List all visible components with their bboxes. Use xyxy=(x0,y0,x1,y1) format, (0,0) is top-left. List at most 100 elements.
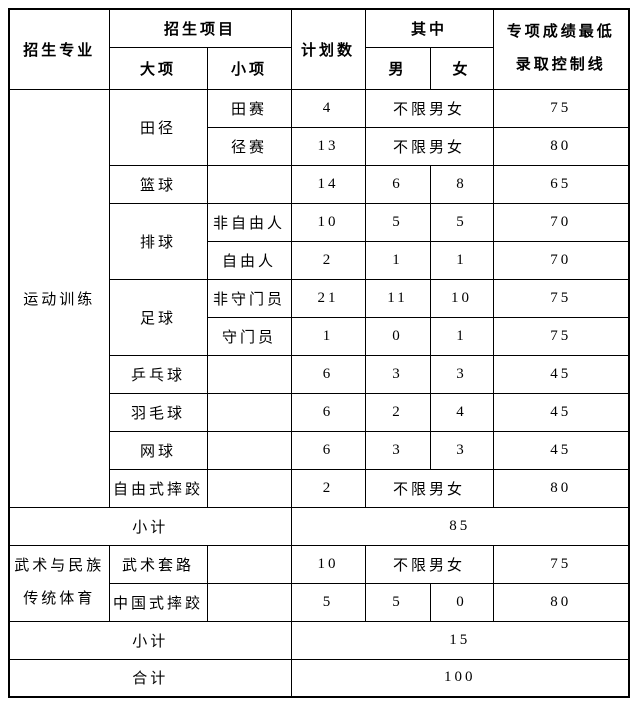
table-row: 乒乓球 6 3 3 45 xyxy=(9,354,630,394)
cell-control-line: 45 xyxy=(492,354,630,394)
cell-plan: 2 xyxy=(290,468,366,508)
cell-control-line: 45 xyxy=(492,430,630,470)
cell-control-line: 70 xyxy=(492,240,630,280)
cell-major-wushu: 武术与民族 传统体育 xyxy=(8,544,110,622)
enrollment-plan-table: 招生专业 招生项目 计划数 其中 专项成绩最低 录取控制线 大项 小项 男 女 … xyxy=(8,8,631,698)
cell-control-line: 75 xyxy=(492,544,630,584)
cell-big-item: 自由式摔跤 xyxy=(108,468,208,508)
cell-female: 1 xyxy=(429,316,494,356)
cell-male: 3 xyxy=(364,430,431,470)
cell-small-item: 田赛 xyxy=(206,88,292,128)
cell-major-sports-training: 运动训练 xyxy=(8,88,110,508)
header-plan-count: 计划数 xyxy=(290,8,366,90)
cell-control-line: 45 xyxy=(492,392,630,432)
cell-plan: 6 xyxy=(290,430,366,470)
cell-plan: 4 xyxy=(290,88,366,128)
cell-big-item: 篮球 xyxy=(108,164,208,204)
cell-female: 3 xyxy=(429,430,494,470)
header-small-item: 小项 xyxy=(206,46,292,90)
subtotal-value: 15 xyxy=(290,620,630,660)
cell-major-wushu-line2: 传统体育 xyxy=(23,591,96,607)
cell-control-line: 75 xyxy=(492,316,630,356)
table-row: 武术与民族 传统体育 武术套路 10 不限男女 75 xyxy=(8,544,630,622)
cell-female: 5 xyxy=(429,202,494,242)
cell-small-item: 径赛 xyxy=(206,126,292,166)
cell-small-item: 非自由人 xyxy=(206,202,292,242)
cell-unisex: 不限男女 xyxy=(364,126,494,166)
cell-male: 11 xyxy=(364,278,431,318)
header-among: 其中 xyxy=(364,8,494,48)
cell-control-line: 65 xyxy=(492,164,630,204)
header-min-control-line-1: 专项成绩最低 xyxy=(506,24,615,41)
cell-small-item xyxy=(206,582,292,622)
cell-plan: 14 xyxy=(290,164,366,204)
cell-control-line: 80 xyxy=(492,126,630,166)
cell-female: 0 xyxy=(429,582,494,622)
cell-plan: 6 xyxy=(290,354,366,394)
cell-unisex: 不限男女 xyxy=(364,544,494,584)
cell-plan: 13 xyxy=(290,126,366,166)
header-big-item: 大项 xyxy=(108,46,208,90)
cell-small-item: 自由人 xyxy=(206,240,292,280)
cell-male: 0 xyxy=(364,316,431,356)
cell-male: 2 xyxy=(364,392,431,432)
subtotal-value: 85 xyxy=(290,506,630,546)
cell-plan: 2 xyxy=(290,240,366,280)
table-row: 羽毛球 6 2 4 45 xyxy=(9,392,630,432)
cell-control-line: 75 xyxy=(492,278,630,318)
header-row-2: 大项 小项 男 女 xyxy=(9,46,629,90)
table-row: 自由人 2 1 1 70 xyxy=(9,240,630,280)
cell-big-item: 羽毛球 xyxy=(108,392,208,432)
header-min-control-line-2: 录取控制线 xyxy=(515,57,606,74)
cell-major-wushu-line1: 武术与民族 xyxy=(14,558,105,574)
table-row: 径赛 13 不限男女 80 xyxy=(9,126,630,166)
cell-female: 3 xyxy=(429,354,494,394)
total-row: 合计 100 xyxy=(8,658,630,698)
cell-big-item: 武术套路 xyxy=(108,544,208,584)
cell-small-item xyxy=(206,392,292,432)
cell-female: 1 xyxy=(429,240,494,280)
cell-plan: 10 xyxy=(290,544,366,584)
header-min-control-line: 专项成绩最低 录取控制线 xyxy=(492,8,630,90)
cell-big-item: 中国式摔跤 xyxy=(108,582,208,622)
cell-small-item xyxy=(206,354,292,394)
cell-big-item: 足球 xyxy=(108,278,208,356)
subtotal-row-sports-training: 小计 85 xyxy=(8,506,630,546)
cell-small-item xyxy=(206,164,292,204)
header-female: 女 xyxy=(429,46,494,90)
total-label: 合计 xyxy=(8,658,292,698)
cell-female: 4 xyxy=(429,392,494,432)
cell-plan: 10 xyxy=(290,202,366,242)
cell-unisex: 不限男女 xyxy=(364,468,494,508)
cell-control-line: 80 xyxy=(492,468,630,508)
table-row: 运动训练 田径 田赛 4 不限男女 75 xyxy=(8,88,630,508)
cell-female: 10 xyxy=(429,278,494,318)
subtotal-row-wushu: 小计 15 xyxy=(8,620,630,660)
cell-control-line: 70 xyxy=(492,202,630,242)
cell-male: 1 xyxy=(364,240,431,280)
cell-male: 3 xyxy=(364,354,431,394)
header-row-1: 招生专业 招生项目 计划数 其中 专项成绩最低 录取控制线 xyxy=(8,8,630,90)
subtotal-label: 小计 xyxy=(8,506,292,546)
cell-small-item xyxy=(206,544,292,584)
cell-unisex: 不限男女 xyxy=(364,88,494,128)
cell-control-line: 80 xyxy=(492,582,630,622)
cell-small-item: 非守门员 xyxy=(206,278,292,318)
total-value: 100 xyxy=(290,658,630,698)
header-enroll-project: 招生项目 xyxy=(108,8,292,48)
cell-small-item: 守门员 xyxy=(206,316,292,356)
cell-control-line: 75 xyxy=(492,88,630,128)
header-enroll-major: 招生专业 xyxy=(8,8,110,90)
cell-plan: 1 xyxy=(290,316,366,356)
cell-male: 6 xyxy=(364,164,431,204)
cell-big-item: 排球 xyxy=(108,202,208,280)
cell-big-item: 网球 xyxy=(108,430,208,470)
cell-female: 8 xyxy=(429,164,494,204)
cell-big-item: 乒乓球 xyxy=(108,354,208,394)
table-row: 自由式摔跤 2 不限男女 80 xyxy=(9,468,630,508)
cell-male: 5 xyxy=(364,202,431,242)
cell-small-item xyxy=(206,468,292,508)
table-row: 中国式摔跤 5 5 0 80 xyxy=(9,582,630,622)
cell-big-item: 田径 xyxy=(108,88,208,166)
